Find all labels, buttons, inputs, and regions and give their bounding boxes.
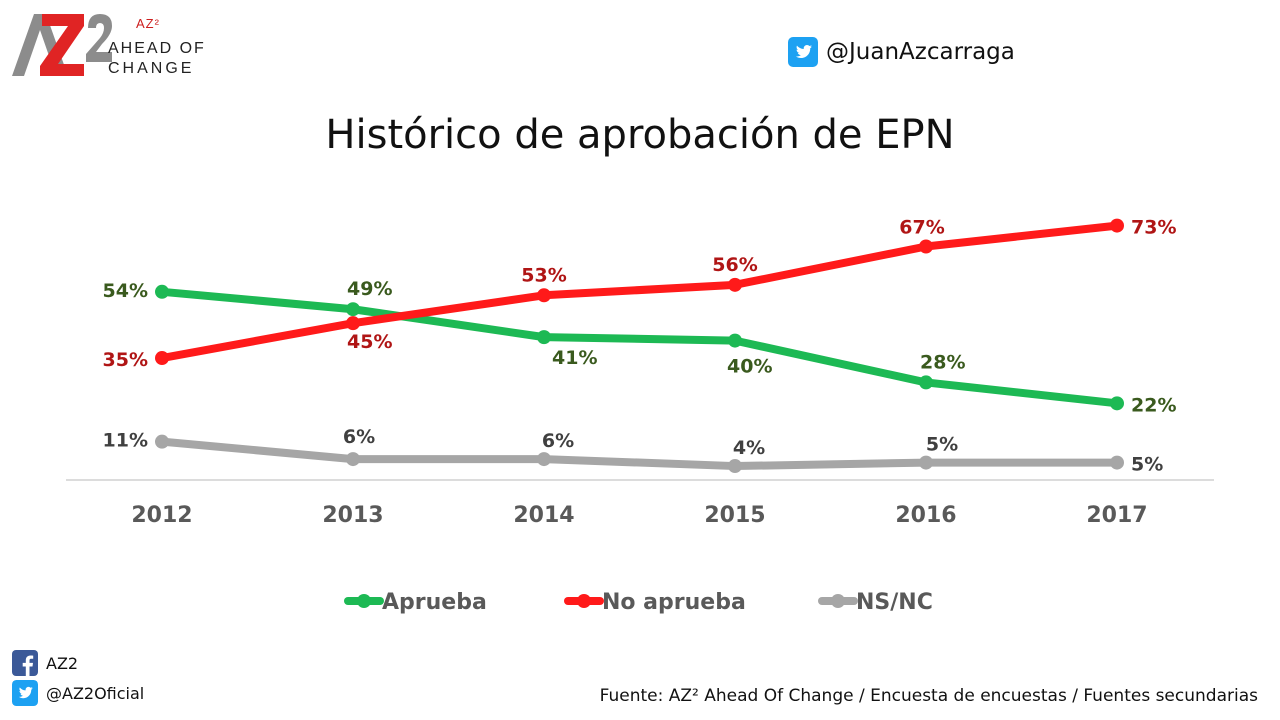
data-label-no-aprueba: 53% [521,264,566,286]
data-point-no-aprueba [919,239,933,254]
data-point-ns-nc [346,452,360,467]
twitter-bird-icon [12,680,38,706]
x-tick-label: 2014 [513,503,574,528]
data-label-ns-nc: 6% [343,426,375,448]
twitter-footer-label: @AZ2Oficial [46,683,145,703]
legend-swatch-marker-aprueba [357,594,371,608]
series-line-no-aprueba [158,221,1121,363]
legend-swatch-marker-no-aprueba [577,594,591,608]
data-label-aprueba: 41% [552,347,597,369]
facebook-f-icon [12,650,38,676]
data-label-aprueba: 40% [727,356,772,378]
series-line-ns-nc [158,437,1121,471]
data-label-ns-nc: 4% [733,437,765,459]
data-point-ns-nc [919,455,933,470]
data-point-aprueba [919,375,933,390]
data-label-no-aprueba: 45% [347,331,392,353]
data-point-no-aprueba [1110,218,1124,233]
x-tick-label: 2017 [1086,503,1147,528]
data-point-no-aprueba [155,351,169,366]
twitter-bird-icon [788,37,818,67]
data-point-aprueba [1110,396,1124,411]
twitter-handle-header[interactable]: @JuanAzcarraga [788,36,1015,68]
data-point-aprueba [346,302,360,317]
data-point-ns-nc [728,459,742,474]
logo-line-1: AHEAD OF [108,40,206,57]
data-point-aprueba [728,333,742,348]
data-label-ns-nc: 6% [542,430,574,452]
data-label-no-aprueba: 73% [1131,217,1176,239]
data-point-ns-nc [1110,455,1124,470]
data-point-ns-nc [537,452,551,467]
data-label-aprueba: 28% [920,351,965,373]
legend-swatch-marker-ns-nc [831,594,845,608]
data-label-no-aprueba: 35% [103,349,148,371]
data-point-no-aprueba [728,277,742,292]
data-label-aprueba: 54% [103,280,148,302]
facebook-label: AZ2 [46,653,79,673]
facebook-link[interactable]: AZ2 [12,650,78,676]
legend-label-no-aprueba: No aprueba [602,590,746,615]
data-label-ns-nc: 5% [1131,454,1163,476]
twitter-handle-text: @JuanAzcarraga [826,39,1015,65]
logo-superscript: AZ² [136,16,160,31]
data-point-aprueba [537,330,551,345]
data-label-aprueba: 49% [347,278,392,300]
data-label-no-aprueba: 67% [899,217,944,239]
data-label-ns-nc: 5% [926,434,958,456]
data-point-no-aprueba [346,316,360,331]
approval-line-chart: 2012 2013 2014 2015 2016 2017 54% 49% 41% 40% 28% 2… [66,217,1214,615]
data-point-aprueba [155,284,169,299]
legend-label-ns-nc: NS/NC [856,590,933,615]
logo-line-2: CHANGE [108,60,195,77]
data-label-ns-nc: 11% [103,430,148,452]
data-label-aprueba: 22% [1131,394,1176,416]
series-line-aprueba [158,287,1121,408]
chart-title: Histórico de aprobación de EPN [325,112,955,158]
data-label-no-aprueba: 56% [712,254,757,276]
twitter-link-footer[interactable]: @AZ2Oficial [12,680,144,706]
x-tick-label: 2016 [895,503,956,528]
x-tick-label: 2012 [131,503,192,528]
legend-label-aprueba: Aprueba [382,590,487,615]
data-point-ns-nc [155,434,169,449]
az2-logo-mark [12,14,112,76]
x-tick-label: 2015 [704,503,765,528]
data-point-no-aprueba [537,288,551,303]
source-note: Fuente: AZ² Ahead Of Change / Encuesta d… [599,686,1258,706]
x-tick-label: 2013 [322,503,383,528]
az2-logo: AZ² AHEAD OF CHANGE [12,10,212,80]
